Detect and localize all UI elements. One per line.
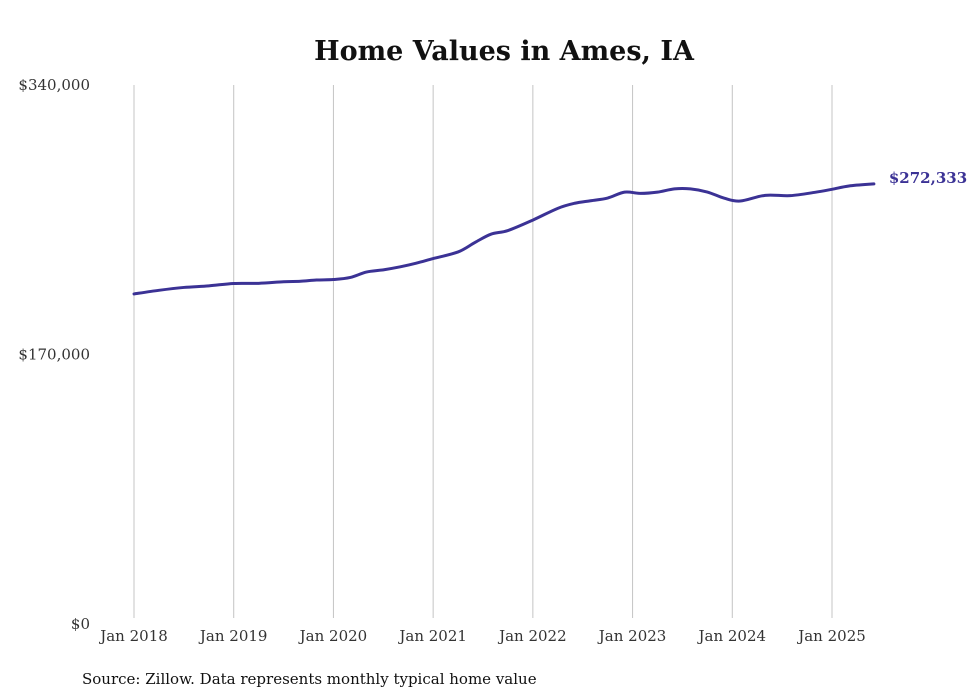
source-note: Source: Zillow. Data represents monthly … (82, 670, 537, 688)
x-tick-label: Jan 2025 (796, 627, 866, 645)
y-axis-tick-labels: $0 $170,000 $340,000 (18, 76, 90, 633)
series-line-home-value (132, 182, 876, 296)
x-tick-label: Jan 2021 (397, 627, 467, 645)
x-tick-label: Jan 2024 (697, 627, 767, 645)
x-tick-label: Jan 2018 (98, 627, 168, 645)
x-tick-label: Jan 2023 (597, 627, 667, 645)
vertical-gridlines (133, 85, 833, 618)
y-tick-label: $170,000 (18, 346, 90, 364)
x-tick-label: Jan 2020 (298, 627, 368, 645)
x-tick-label: Jan 2022 (497, 627, 567, 645)
x-axis-tick-labels: Jan 2018 Jan 2019 Jan 2020 Jan 2021 Jan 2022… (98, 627, 866, 645)
x-tick-label: Jan 2019 (198, 627, 268, 645)
chart-title: Home Values in Ames, IA (314, 36, 695, 67)
end-value-label: $272,333 (889, 169, 967, 187)
y-tick-label: $0 (71, 615, 90, 633)
series-layer: $272,333 (132, 169, 967, 296)
y-tick-label: $340,000 (18, 76, 90, 94)
